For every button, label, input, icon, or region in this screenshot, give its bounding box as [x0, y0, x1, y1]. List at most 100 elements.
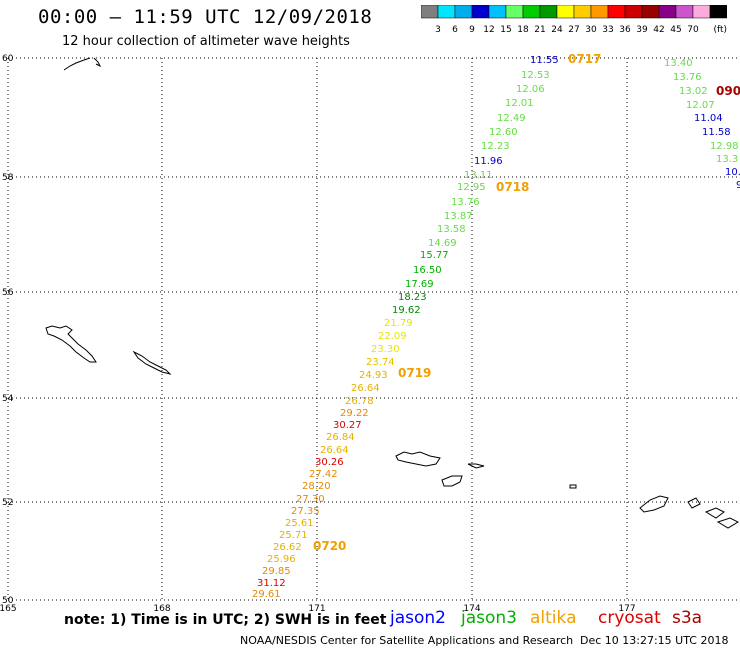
wave-height-value: 23.74 [366, 357, 395, 368]
wave-height-value: 24.93 [359, 370, 388, 381]
wave-height-value: 17.69 [405, 279, 434, 290]
wave-height-value: 31.12 [257, 578, 286, 589]
colorbar-tick-label: 18 [517, 25, 529, 35]
wave-height-value: 13.40 [664, 58, 693, 69]
wave-height-value: 13.11 [464, 170, 493, 181]
colorbar-tick-label: 36 [619, 25, 631, 35]
coast-segment-ne-alaska [63, 57, 91, 71]
island-commander-medny [132, 350, 172, 375]
time-mark-label: 0720 [313, 539, 346, 553]
island-rat-2 [687, 497, 701, 509]
legend-s3a: s3a [672, 608, 703, 628]
wave-height-value: 27.30 [296, 494, 325, 505]
latitude-label: 52 [2, 498, 13, 508]
time-mark-label: 0719 [398, 366, 431, 380]
colorbar-tick-label: 24 [551, 25, 563, 35]
wave-height-value: 12.98 [710, 141, 739, 152]
island-buldir [569, 484, 577, 489]
wave-height-value: 29.61 [252, 589, 281, 600]
latitude-label: 54 [2, 394, 14, 404]
color-scale-legend: 3 6 9 12 15 18 21 24 27 30 33 36 39 42 45 70 (ft) [421, 5, 727, 35]
longitude-label: 171 [308, 604, 325, 614]
color-swatch [709, 5, 727, 19]
wave-height-value: 25.71 [279, 530, 308, 541]
colorbar-unit-label: (ft) [713, 25, 727, 35]
wave-height-value: 15.77 [420, 250, 449, 261]
page-title: 00:00 – 11:59 UTC 12/09/2018 [38, 6, 373, 28]
wave-height-value: 12.06 [516, 84, 545, 95]
wave-height-value: 12.07 [686, 100, 715, 111]
wave-height-value: 12.01 [505, 98, 534, 109]
wave-height-value: 18.23 [398, 292, 427, 303]
wave-height-value: 13.87 [444, 211, 473, 222]
legend-cryosat: cryosat [598, 608, 661, 628]
colorbar-tick-label: 42 [653, 25, 664, 35]
wave-height-value: 16.50 [413, 265, 442, 276]
wave-height-value: 13.76 [673, 72, 702, 83]
credit-text: NOAA/NESDIS Center for Satellite Applica… [240, 634, 574, 647]
wave-height-value: 26.64 [351, 383, 380, 394]
generated-timestamp: Dec 10 13:27:15 UTC 2018 [580, 634, 729, 647]
island-rat-3 [704, 507, 725, 519]
colorbar-tick-label: 3 [435, 25, 441, 35]
wave-height-value: 12.60 [489, 127, 518, 138]
island-attu [395, 451, 441, 467]
latitude-label: 58 [2, 173, 14, 183]
wave-height-value: 13.76 [451, 197, 480, 208]
wave-height-value: 29.22 [340, 408, 369, 419]
colorbar-tick-label: 27 [568, 25, 579, 35]
colorbar-tick-label: 30 [585, 25, 597, 35]
longitude-label: 177 [618, 604, 635, 614]
wave-height-value: 12.53 [521, 70, 550, 81]
colorbar-tick-label: 45 [670, 25, 681, 35]
lat-lon-grid [7, 57, 740, 601]
wave-height-value: 22.09 [378, 331, 407, 342]
colorbar-tick-label: 9 [469, 25, 475, 35]
colorbar-tick-label: 33 [602, 25, 613, 35]
island-agattu [441, 475, 463, 487]
units-note: note: 1) Time is in UTC; 2) SWH is in fe… [64, 612, 387, 628]
wave-height-value: 21.79 [384, 318, 413, 329]
wave-height-value: 25.96 [267, 554, 296, 565]
island-cape-top [93, 57, 102, 68]
island-commander-bering [45, 325, 97, 363]
wave-height-value: 12.23 [481, 141, 510, 152]
wave-height-value: 13.02 [679, 86, 708, 97]
wave-height-value: 23.30 [371, 344, 400, 355]
wave-height-value: 13.3 [716, 154, 738, 165]
colorbar-tick-label: 6 [452, 25, 458, 35]
legend-jason2: jason2 [390, 608, 446, 628]
longitude-label: 174 [463, 604, 480, 614]
legend-altika: altika [530, 608, 577, 628]
wave-height-value: 27.42 [309, 469, 338, 480]
wave-height-value: 9 [736, 180, 740, 191]
island-rat-1 [639, 495, 669, 513]
page-subtitle: 12 hour collection of altimeter wave hei… [62, 34, 350, 49]
colorbar-tick-label: 21 [534, 25, 545, 35]
wave-height-value: 29.85 [262, 566, 291, 577]
longitude-label: 165 [0, 604, 17, 614]
colorbar-tick-label: 39 [636, 25, 648, 35]
wave-height-value: 26.62 [273, 542, 302, 553]
wave-height-value: 28.20 [302, 481, 331, 492]
wave-height-value: 30.27 [333, 420, 362, 431]
wave-height-value: 13.58 [437, 224, 466, 235]
time-mark-label: 0718 [496, 180, 529, 194]
wave-height-value: 26.84 [326, 432, 355, 443]
wave-height-value: 27.35 [291, 506, 320, 517]
wave-height-value: 11.58 [702, 127, 731, 138]
wave-height-value: 10. [725, 167, 740, 178]
wave-height-value: 25.61 [285, 518, 314, 529]
island-semichi [467, 463, 485, 469]
satellite-tracks: 11.55 12.53 12.06 12.01 12.49 12.60 12.23 11.96… [252, 52, 740, 600]
wave-height-value: 12.95 [457, 182, 486, 193]
coastlines [45, 57, 740, 529]
longitude-label: 168 [153, 604, 170, 614]
time-mark-label: 090 [716, 84, 740, 98]
wave-height-value: 11.55 [530, 55, 559, 66]
island-rat-4 [716, 517, 740, 529]
wave-height-value: 30.26 [315, 457, 344, 468]
wave-height-value: 26.64 [320, 445, 349, 456]
